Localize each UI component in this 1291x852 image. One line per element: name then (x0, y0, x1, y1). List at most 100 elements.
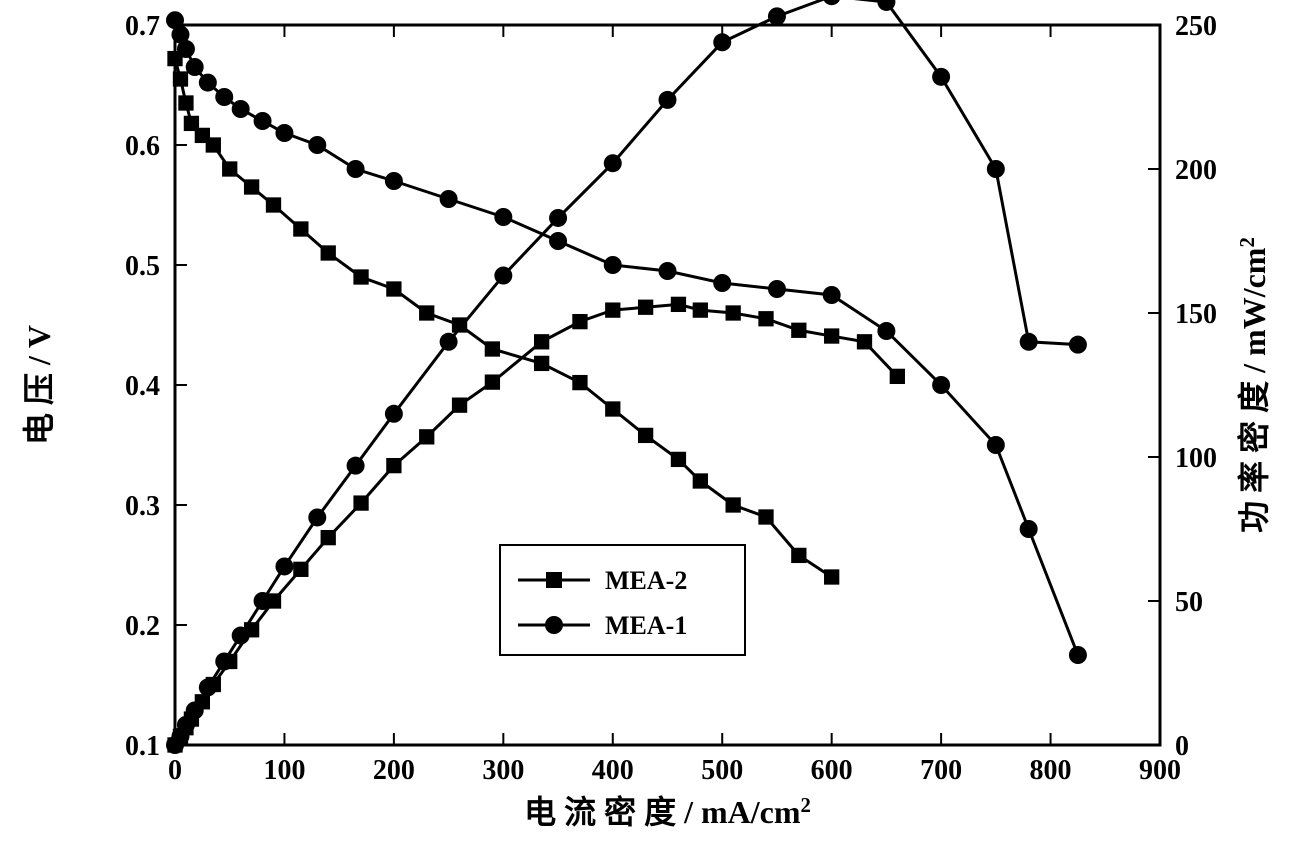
marker-square (222, 654, 237, 669)
marker-circle (823, 286, 841, 304)
marker-circle (385, 405, 403, 423)
y-right-tick-label: 200 (1175, 155, 1217, 186)
x-tick-label: 700 (920, 755, 962, 786)
marker-square (167, 51, 182, 66)
marker-square (890, 369, 905, 384)
marker-square (321, 245, 336, 260)
marker-circle (385, 172, 403, 190)
y-right-tick-label: 150 (1175, 299, 1217, 330)
marker-square (485, 341, 500, 356)
x-tick-label: 0 (168, 755, 182, 786)
legend-marker-circle (545, 616, 563, 634)
marker-square (293, 562, 308, 577)
marker-circle (768, 7, 786, 25)
marker-square (485, 374, 500, 389)
legend-label: MEA-1 (605, 611, 687, 640)
marker-circle (713, 33, 731, 51)
marker-circle (659, 91, 677, 109)
marker-square (452, 398, 467, 413)
marker-circle (215, 88, 233, 106)
marker-square (671, 297, 686, 312)
marker-square (638, 428, 653, 443)
marker-circle (347, 457, 365, 475)
y-right-tick-label: 50 (1175, 587, 1203, 618)
marker-square (605, 401, 620, 416)
marker-square (419, 429, 434, 444)
marker-circle (932, 68, 950, 86)
marker-circle (932, 376, 950, 394)
y-left-tick-label: 0.5 (125, 251, 160, 282)
y-right-tick-label: 100 (1175, 443, 1217, 474)
marker-circle (347, 160, 365, 178)
marker-square (244, 622, 259, 637)
marker-circle (440, 190, 458, 208)
marker-circle (199, 74, 217, 92)
marker-square (222, 161, 237, 176)
y-right-tick-label: 0 (1175, 731, 1189, 762)
marker-square (321, 530, 336, 545)
marker-square (293, 221, 308, 236)
x-tick-label: 400 (592, 755, 634, 786)
marker-square (353, 269, 368, 284)
marker-square (605, 302, 620, 317)
marker-square (726, 305, 741, 320)
marker-circle (659, 262, 677, 280)
marker-circle (768, 280, 786, 298)
marker-circle (1069, 646, 1087, 664)
marker-square (184, 711, 199, 726)
marker-circle (604, 154, 622, 172)
marker-circle (232, 100, 250, 118)
x-tick-label: 300 (482, 755, 524, 786)
marker-square (244, 179, 259, 194)
marker-square (726, 497, 741, 512)
legend-marker-square (546, 572, 562, 588)
marker-square (266, 593, 281, 608)
marker-square (824, 328, 839, 343)
marker-square (572, 375, 587, 390)
marker-circle (275, 557, 293, 575)
marker-square (534, 356, 549, 371)
marker-circle (275, 124, 293, 142)
y-left-tick-label: 0.6 (125, 131, 160, 162)
marker-square (266, 197, 281, 212)
fuel-cell-chart: 01002003004005006007008009000.10.20.30.4… (0, 0, 1291, 852)
marker-square (419, 305, 434, 320)
legend-label: MEA-2 (605, 566, 687, 595)
chart-svg: 01002003004005006007008009000.10.20.30.4… (0, 0, 1291, 852)
marker-square (195, 694, 210, 709)
marker-circle (823, 0, 841, 5)
x-tick-label: 100 (263, 755, 305, 786)
marker-circle (494, 208, 512, 226)
x-axis-label: 电 流 密 度 / mA/cm2 (524, 794, 811, 831)
x-tick-label: 600 (811, 755, 853, 786)
marker-square (206, 677, 221, 692)
marker-circle (1020, 520, 1038, 538)
y-right-tick-label: 250 (1175, 11, 1217, 42)
marker-circle (1069, 336, 1087, 354)
marker-circle (987, 436, 1005, 454)
marker-square (386, 458, 401, 473)
marker-square (758, 509, 773, 524)
y-left-tick-label: 0.3 (125, 491, 160, 522)
y-left-tick-label: 0.7 (125, 11, 160, 42)
marker-circle (440, 333, 458, 351)
marker-square (693, 473, 708, 488)
y-left-axis-label: 电 压 / V (21, 325, 57, 445)
x-tick-label: 200 (373, 755, 415, 786)
marker-circle (604, 256, 622, 274)
marker-square (173, 71, 188, 86)
marker-square (758, 311, 773, 326)
marker-circle (987, 160, 1005, 178)
marker-circle (254, 112, 272, 130)
marker-circle (308, 136, 326, 154)
marker-square (353, 495, 368, 510)
y-left-tick-label: 0.1 (125, 731, 160, 762)
marker-circle (877, 322, 895, 340)
marker-circle (549, 232, 567, 250)
marker-square (671, 452, 686, 467)
marker-circle (1020, 333, 1038, 351)
marker-square (386, 281, 401, 296)
marker-circle (308, 508, 326, 526)
marker-square (791, 323, 806, 338)
y-left-tick-label: 0.4 (125, 371, 160, 402)
